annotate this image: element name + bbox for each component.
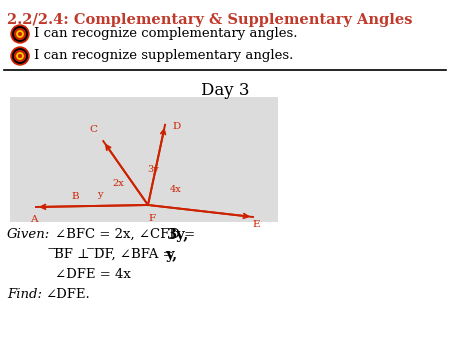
Text: B: B xyxy=(71,192,79,201)
Text: ∠DFE = 4x: ∠DFE = 4x xyxy=(55,268,131,281)
Bar xyxy=(10,97,278,222)
Text: D: D xyxy=(172,122,180,131)
Text: A: A xyxy=(30,215,38,224)
Text: ∠BFC = 2x, ∠CFD =: ∠BFC = 2x, ∠CFD = xyxy=(55,228,199,241)
Circle shape xyxy=(13,49,27,63)
Circle shape xyxy=(18,32,22,35)
Text: ̅B̅F ⊥ ̅D̅F, ∠BFA =: ̅B̅F ⊥ ̅D̅F, ∠BFA = xyxy=(55,248,179,261)
Circle shape xyxy=(13,27,27,41)
Text: Day 3: Day 3 xyxy=(201,82,249,99)
Text: I can recognize supplementary angles.: I can recognize supplementary angles. xyxy=(34,49,293,63)
Circle shape xyxy=(18,55,22,57)
Text: Find:: Find: xyxy=(7,288,42,301)
Text: y,: y, xyxy=(165,248,177,262)
Text: C: C xyxy=(89,125,97,134)
Text: E: E xyxy=(252,220,260,229)
Circle shape xyxy=(14,29,25,40)
Text: F: F xyxy=(148,214,156,223)
Circle shape xyxy=(11,25,29,43)
Text: 2x: 2x xyxy=(112,178,124,188)
Text: 3y: 3y xyxy=(147,166,159,174)
Circle shape xyxy=(17,53,23,59)
Text: y: y xyxy=(97,190,103,199)
Circle shape xyxy=(14,51,25,62)
Text: 3y,: 3y, xyxy=(167,228,189,242)
Text: 4x: 4x xyxy=(170,185,182,193)
Text: ∠DFE.: ∠DFE. xyxy=(45,288,90,301)
Circle shape xyxy=(11,47,29,65)
Text: Given:: Given: xyxy=(7,228,50,241)
Circle shape xyxy=(17,31,23,37)
Text: 2.2/2.4: Complementary & Supplementary Angles: 2.2/2.4: Complementary & Supplementary A… xyxy=(7,13,413,27)
Text: I can recognize complementary angles.: I can recognize complementary angles. xyxy=(34,27,297,41)
